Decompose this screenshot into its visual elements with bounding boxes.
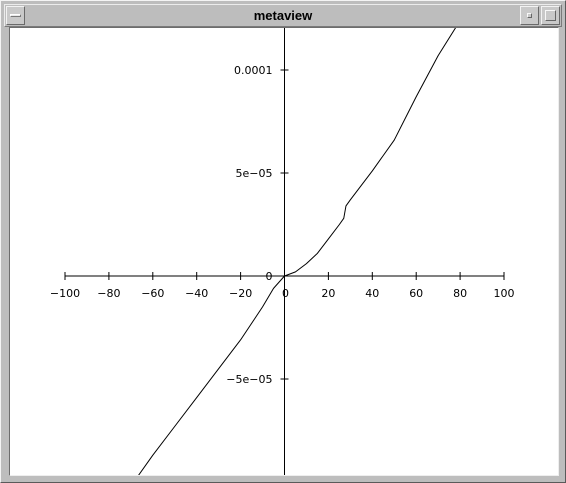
x-tick-label: −20 [229, 287, 252, 300]
x-tick-label: 20 [321, 287, 335, 300]
maximize-icon [545, 10, 556, 21]
x-tick-label: 60 [409, 287, 423, 300]
x-tick-label: 80 [453, 287, 467, 300]
x-tick-label: 100 [494, 287, 515, 300]
x-tick-label: −60 [141, 287, 164, 300]
window-menu-icon [10, 14, 21, 17]
x-tick-label-zero: 0 [282, 287, 289, 300]
x-tick-label: −80 [97, 287, 120, 300]
x-tick-label: −100 [50, 287, 80, 300]
x-tick-label: −40 [185, 287, 208, 300]
x-tick-label: 40 [365, 287, 379, 300]
y-tick-label: 0 [266, 270, 273, 283]
minimize-button[interactable] [520, 6, 539, 25]
chart-svg: −100−80−60−40−20204060801000.00020.00015… [50, 0, 515, 483]
y-tick-label: 5e−05 [236, 167, 273, 180]
series-line-0 [132, 0, 474, 483]
minimize-icon [527, 13, 532, 18]
tick-labels-group: −100−80−60−40−20204060801000.00020.00015… [50, 64, 515, 483]
y-tick-label: −5e−05 [226, 373, 272, 386]
window-menu-button[interactable] [6, 6, 25, 25]
axes-group [65, 0, 504, 483]
maximize-button[interactable] [541, 6, 560, 25]
plot-canvas[interactable]: −100−80−60−40−20204060801000.00020.00015… [9, 0, 559, 483]
series-group [132, 0, 474, 483]
window-title: metaview [253, 8, 313, 23]
title-bar[interactable]: metaview [4, 4, 562, 27]
y-tick-label: 0.0001 [234, 64, 273, 77]
